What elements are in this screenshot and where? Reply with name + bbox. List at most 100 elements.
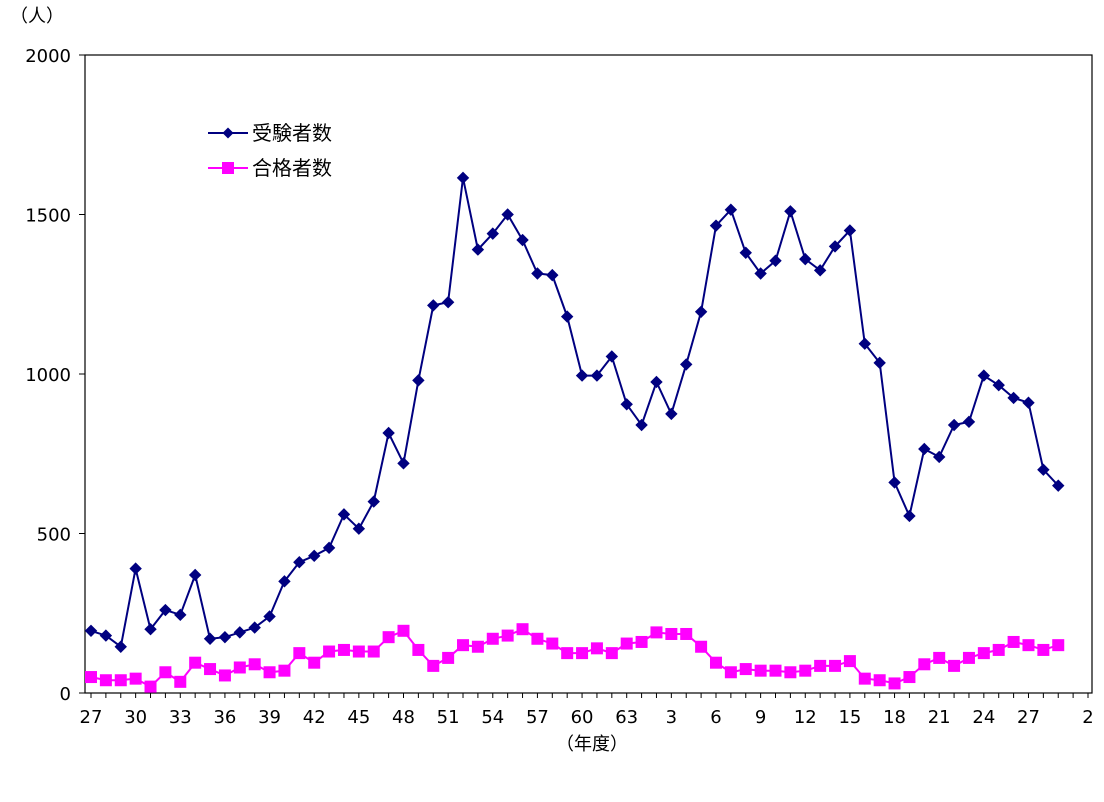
data-point [546,637,559,650]
data-point [992,378,1005,392]
data-point [576,647,589,660]
legend-label: 受験者数 [252,121,332,145]
data-point [1007,635,1020,648]
data-point [308,656,321,669]
data-point [918,442,931,456]
data-point [992,643,1005,656]
data-point [278,575,291,588]
data-point [233,626,247,639]
y-tick-label: 1000 [25,365,71,386]
data-point [516,623,529,636]
data-point [561,647,574,660]
data-point [903,509,916,523]
data-point [99,629,113,642]
data-point [1022,639,1035,652]
x-tick-label: 27 [1017,707,1040,728]
data-point [560,310,574,323]
x-tick-label: 3 [666,707,677,728]
data-point [828,240,842,253]
data-point [888,677,901,690]
x-tick-label: 21 [928,707,951,728]
data-point [516,233,529,247]
data-point [635,418,648,432]
data-point [1037,643,1050,656]
x-tick-label: 36 [213,707,236,728]
data-point [218,669,231,682]
data-point [933,651,946,664]
y-tick-label: 0 [60,684,71,705]
data-point [694,305,708,319]
data-point [263,666,276,679]
data-point [680,627,693,640]
legend-marker [222,127,234,139]
data-point [308,549,321,563]
legend-marker [222,162,234,174]
data-point [412,374,425,387]
x-tick-label: 15 [838,707,861,728]
data-point [531,267,544,280]
data-point [248,621,261,634]
data-point [174,675,187,688]
x-tick-label: 39 [258,707,281,728]
data-point [650,626,663,639]
data-point [709,656,722,669]
data-point [397,624,410,637]
data-point [456,171,470,185]
data-point [739,246,752,259]
x-ticks: 27 30 33 36 39 42 45 48 51 54 57 60 63 3 6 9 12 15 18 21 24 2… [80,693,1094,728]
x-tick-label: 33 [169,707,192,728]
x-tick-label: 42 [303,707,326,728]
data-point [903,671,916,684]
data-point [650,375,663,389]
x-tick-label: 54 [481,707,504,728]
data-point [799,252,812,266]
data-point [784,666,797,679]
data-point [382,631,395,644]
x-tick-label: 48 [392,707,415,728]
x-tick-label: 18 [883,707,906,728]
x-tick-label: 27 [80,707,103,728]
data-point [174,608,187,622]
data-point [218,630,232,644]
x-tick-label: 57 [526,707,549,728]
data-point [144,680,157,693]
data-point [977,647,990,660]
x-tick-label: 30 [124,707,147,728]
data-point [932,450,946,464]
data-point [337,508,351,521]
data-point [352,645,365,658]
data-point [159,666,172,679]
data-point [858,337,871,350]
data-point [323,645,336,658]
x-tick-label: 60 [571,707,594,728]
data-point [724,203,738,216]
plot-area [84,54,1093,694]
data-point [263,610,276,623]
data-point [918,658,931,671]
x-axis-label: （年度） [556,734,628,755]
data-point [843,655,856,668]
data-point [278,664,291,677]
data-point [397,457,410,470]
data-point [665,407,678,421]
data-point [501,629,514,642]
data-point [501,208,514,221]
data-point [680,358,693,371]
data-point [1052,479,1065,492]
x-tick-label: 63 [615,707,638,728]
data-point [486,632,499,645]
data-point [948,659,961,672]
data-point [99,674,112,687]
x-tick-label: 45 [347,707,370,728]
data-point [1022,396,1035,409]
series-layer [84,171,1065,693]
data-point [769,254,782,267]
y-tick-label: 1500 [25,206,71,227]
data-point [441,296,455,309]
data-point [382,426,395,440]
data-point [590,642,603,655]
data-point [114,640,127,653]
data-point [843,224,857,237]
